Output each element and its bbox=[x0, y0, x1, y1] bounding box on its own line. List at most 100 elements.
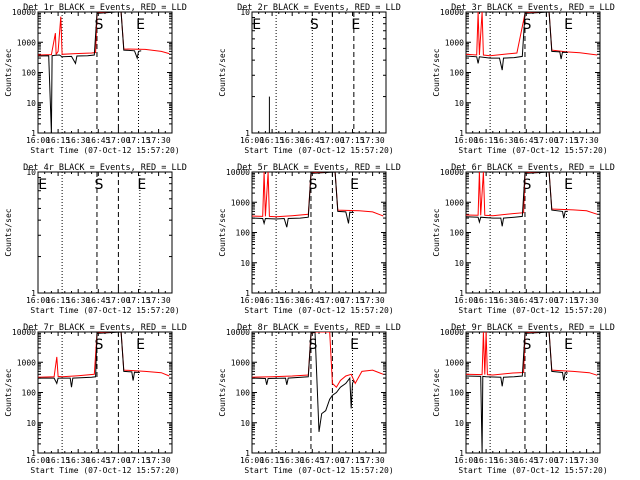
det-7-ytick-label: 100 bbox=[22, 389, 37, 398]
det-6-xlabel: Start Time (07-Oct-12 15:57:20) bbox=[458, 306, 607, 315]
det-1-ytick-label: 1 bbox=[31, 129, 36, 138]
det-4-panel: Det 4r BLACK = Events, RED = LLD Counts/s… bbox=[4, 163, 187, 315]
det-7-ytick-label: 10000 bbox=[12, 328, 36, 337]
det-9-xtick-label: 17:30 bbox=[575, 456, 599, 465]
det-5-series-events-black bbox=[252, 172, 354, 228]
det-6-xtick-label: 17:15 bbox=[554, 296, 578, 305]
det-9-ytick-label: 1 bbox=[459, 449, 464, 458]
det-2-frame bbox=[251, 11, 387, 134]
det-2-xtick-label: 16:15 bbox=[260, 136, 284, 145]
det-8-xtick-label: 17:15 bbox=[340, 456, 364, 465]
det-5-xtick-label: 17:00 bbox=[320, 296, 344, 305]
det-5-series-group bbox=[252, 172, 384, 228]
det-6-ytick-label: 100 bbox=[450, 229, 465, 238]
det-8-ytick-label: 1000 bbox=[231, 358, 250, 367]
det-8-xtick-label: 16:45 bbox=[300, 456, 324, 465]
det-2-xtick-label: 17:00 bbox=[320, 136, 344, 145]
det-3-series-group bbox=[466, 12, 598, 71]
det-3-ytick-label: 1000 bbox=[445, 38, 464, 47]
det-4-xlabel: Start Time (07-Oct-12 15:57:20) bbox=[30, 306, 179, 315]
det-1-marker-label: E bbox=[136, 17, 145, 33]
det-3-xlabel: Start Time (07-Oct-12 15:57:20) bbox=[458, 146, 607, 155]
det-3-ytick-label: 10000 bbox=[440, 8, 464, 17]
det-7-series-group bbox=[38, 332, 170, 388]
det-9-ylabel: Counts/sec bbox=[432, 368, 441, 416]
det-1-ylabel: Counts/sec bbox=[4, 48, 13, 96]
det-2-panel: Det 2r BLACK = Events, RED = LLD Counts/s… bbox=[218, 3, 401, 155]
det-8-panel: Det 8r BLACK = Events, RED = LLD Counts/s… bbox=[218, 323, 401, 475]
det-9-xtick-label: 16:30 bbox=[494, 456, 518, 465]
det-1-xtick-label: 17:15 bbox=[126, 136, 150, 145]
det-9-xtick-label: 17:15 bbox=[554, 456, 578, 465]
det-4-xtick-label: 16:00 bbox=[26, 296, 50, 305]
det-4-xtick-label: 17:30 bbox=[147, 296, 171, 305]
det-5-xlabel: Start Time (07-Oct-12 15:57:20) bbox=[244, 306, 393, 315]
det-9-series-lld-red bbox=[466, 332, 598, 376]
det-6-xtick-label: 16:00 bbox=[454, 296, 478, 305]
det-2-xlabel: Start Time (07-Oct-12 15:57:20) bbox=[244, 146, 393, 155]
det-6-series-events-black bbox=[466, 172, 568, 227]
det-8-xtick-label: 17:00 bbox=[320, 456, 344, 465]
det-2-ytick-label: 1 bbox=[245, 129, 250, 138]
det-2-title: Det 2r BLACK = Events, RED = LLD bbox=[237, 3, 401, 13]
det-7-xlabel: Start Time (07-Oct-12 15:57:20) bbox=[30, 466, 179, 475]
det-8-title: Det 8r BLACK = Events, RED = LLD bbox=[237, 323, 401, 333]
det-1-marker-label: S bbox=[95, 17, 104, 33]
det-6-frame bbox=[465, 171, 601, 294]
det-4-marker-label: E bbox=[38, 177, 47, 193]
det-1-ytick-label: 1000 bbox=[17, 38, 36, 47]
det-2-xtick-label: 16:30 bbox=[280, 136, 304, 145]
det-9-ytick-label: 100 bbox=[450, 389, 465, 398]
det-9-panel: Det 9r BLACK = Events, RED = LLD Counts/s… bbox=[432, 323, 615, 475]
det-5-ytick-label: 1000 bbox=[231, 198, 250, 207]
det-2-marker-label: S bbox=[310, 17, 319, 33]
det-5-xtick-label: 17:30 bbox=[361, 296, 385, 305]
det-1-series-events-black bbox=[38, 12, 142, 133]
det-1-xtick-label: 16:00 bbox=[26, 136, 50, 145]
det-4-ylabel: Counts/sec bbox=[4, 208, 13, 256]
det-8-xtick-label: 16:30 bbox=[280, 456, 304, 465]
det-2-ylabel: Counts/sec bbox=[218, 48, 227, 96]
det-2-ytick-label: 10 bbox=[240, 8, 250, 17]
det-3-panel: Det 3r BLACK = Events, RED = LLD Counts/s… bbox=[432, 3, 615, 155]
det-5-ytick-label: 10 bbox=[240, 259, 250, 268]
det-3-series-lld-red bbox=[466, 12, 598, 57]
det-5-title: Det 5r BLACK = Events, RED = LLD bbox=[237, 163, 401, 173]
det-6-series-group bbox=[466, 172, 598, 227]
det-7-xtick-label: 17:15 bbox=[126, 456, 150, 465]
det-1-xtick-label: 17:30 bbox=[147, 136, 171, 145]
det-9-series-events-black bbox=[466, 332, 568, 453]
det-6-ytick-label: 10000 bbox=[440, 168, 464, 177]
det-5-marker-label: E bbox=[350, 177, 359, 193]
det-5-ytick-label: 1 bbox=[245, 289, 250, 298]
det-3-marker-label: E bbox=[564, 17, 573, 33]
det-7-marker-label: S bbox=[95, 337, 104, 353]
det-7-ytick-label: 10 bbox=[26, 419, 36, 428]
det-3-xtick-label: 16:30 bbox=[494, 136, 518, 145]
det-4-xtick-label: 16:15 bbox=[46, 296, 70, 305]
det-7-xtick-label: 16:30 bbox=[66, 456, 90, 465]
det-9-xtick-label: 16:45 bbox=[514, 456, 538, 465]
det-9-xtick-label: 16:15 bbox=[474, 456, 498, 465]
det-1-panel: Det 1r BLACK = Events, RED = LLD Counts/s… bbox=[4, 3, 187, 155]
det-8-series-events-black bbox=[252, 332, 355, 432]
det-8-xtick-label: 16:15 bbox=[260, 456, 284, 465]
det-6-ylabel: Counts/sec bbox=[432, 208, 441, 256]
det-4-ytick-label: 1 bbox=[31, 289, 36, 298]
det-7-series-lld-red bbox=[38, 332, 170, 378]
det-6-xtick-label: 17:00 bbox=[534, 296, 558, 305]
det-2-xtick-label: 17:15 bbox=[340, 136, 364, 145]
det-4-xtick-label: 16:30 bbox=[66, 296, 90, 305]
det-6-xtick-label: 16:45 bbox=[514, 296, 538, 305]
det-9-xtick-label: 16:00 bbox=[454, 456, 478, 465]
det-6-series-lld-red bbox=[466, 172, 598, 217]
det-9-ytick-label: 1000 bbox=[445, 358, 464, 367]
det-9-ytick-label: 10000 bbox=[440, 328, 464, 337]
det-1-xtick-label: 16:30 bbox=[66, 136, 90, 145]
det-7-xtick-label: 16:45 bbox=[86, 456, 110, 465]
det-6-xtick-label: 17:30 bbox=[575, 296, 599, 305]
det-7-frame bbox=[37, 331, 173, 454]
det-9-xlabel: Start Time (07-Oct-12 15:57:20) bbox=[458, 466, 607, 475]
det-1-title: Det 1r BLACK = Events, RED = LLD bbox=[23, 3, 187, 13]
